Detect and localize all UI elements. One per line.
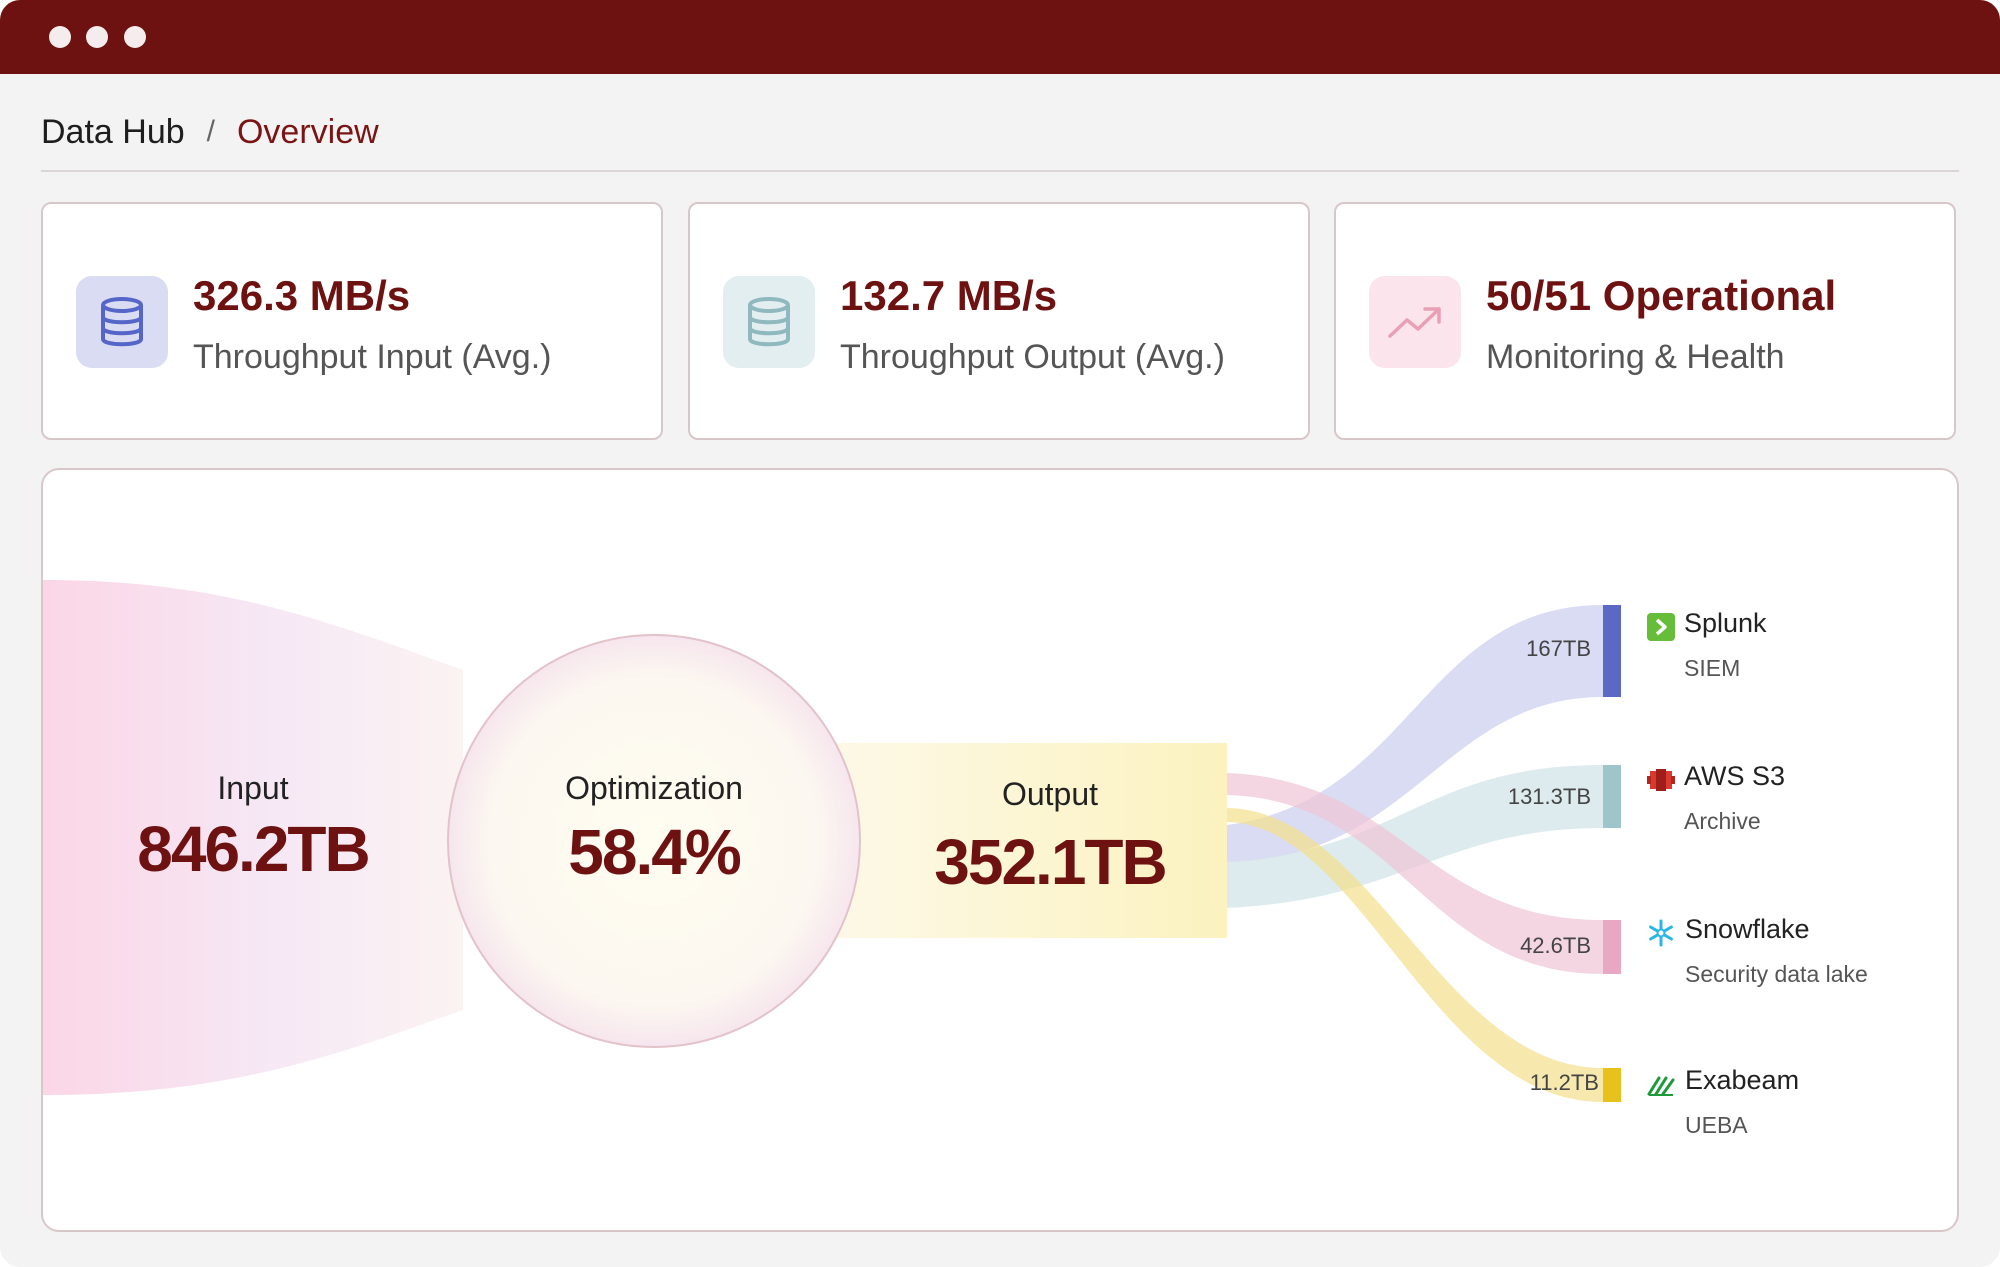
- window-close-button[interactable]: [49, 26, 71, 48]
- input-label: Input: [217, 770, 289, 806]
- output-label: Output: [1001, 776, 1099, 812]
- destination-amount-snowflake: 42.6TB: [1520, 933, 1591, 958]
- destination-bar-exabeam: [1603, 1068, 1621, 1102]
- destination-name-splunk[interactable]: Splunk: [1684, 608, 1767, 638]
- window-maximize-button[interactable]: [124, 26, 146, 48]
- flow-band-snowflake: [1227, 773, 1603, 974]
- destination-type-aws-s3: Archive: [1684, 808, 1761, 834]
- trending-up-icon: [1369, 276, 1461, 368]
- breadcrumb-current: Overview: [236, 112, 379, 151]
- metric-value: 50/51 Operational: [1486, 272, 1837, 319]
- optimization-label: Optimization: [565, 770, 743, 806]
- metric-card-throughput-input: 326.3 MB/s Throughput Input (Avg.): [41, 202, 663, 440]
- destination-name-exabeam[interactable]: Exabeam: [1685, 1065, 1800, 1095]
- metric-label: Monitoring & Health: [1486, 338, 1785, 376]
- destination-amount-splunk: 167TB: [1526, 636, 1591, 661]
- destination-bar-snowflake: [1603, 920, 1621, 974]
- destination-type-splunk: SIEM: [1684, 655, 1741, 681]
- database-icon: [76, 276, 168, 368]
- destination-amount-exabeam: 11.2TB: [1529, 1070, 1599, 1095]
- destination-name-snowflake[interactable]: Snowflake: [1685, 914, 1810, 944]
- window-minimize-button[interactable]: [86, 26, 108, 48]
- destination-type-exabeam: UEBA: [1685, 1112, 1748, 1138]
- metric-card-throughput-output: 132.7 MB/s Throughput Output (Avg.): [688, 202, 1310, 440]
- output-value: 352.1TB: [934, 826, 1167, 898]
- destination-bar-aws-s3: [1603, 765, 1621, 828]
- exabeam-icon: [1647, 1076, 1675, 1096]
- input-value: 846.2TB: [137, 813, 370, 885]
- breadcrumb-separator: /: [206, 115, 215, 148]
- title-bar: [0, 0, 2000, 74]
- breadcrumb: Data Hub / Overview: [41, 110, 379, 154]
- data-flow-panel: Input 846.2TB Optimization 58.4% Output …: [41, 468, 1959, 1232]
- header-divider: [41, 170, 1959, 172]
- output-flow-block: [823, 743, 1227, 938]
- breadcrumb-root-link[interactable]: Data Hub: [41, 112, 185, 151]
- metric-value: 326.3 MB/s: [193, 272, 411, 319]
- snowflake-icon: [1649, 919, 1673, 947]
- splunk-icon: [1647, 613, 1675, 641]
- flow-band-aws-s3: [1227, 765, 1603, 908]
- metric-card-monitoring-health: 50/51 Operational Monitoring & Health: [1334, 202, 1956, 440]
- flow-diagram: [43, 580, 1621, 1102]
- metric-value: 132.7 MB/s: [840, 272, 1058, 319]
- destination-amount-aws-s3: 131.3TB: [1507, 784, 1591, 809]
- destination-type-snowflake: Security data lake: [1685, 961, 1868, 987]
- flow-band-exabeam: [1227, 808, 1603, 1102]
- metric-label: Throughput Output (Avg.): [840, 338, 1225, 376]
- input-flow-band: [43, 580, 463, 1095]
- destination-bar-splunk: [1603, 605, 1621, 697]
- database-icon: [723, 276, 815, 368]
- metric-label: Throughput Input (Avg.): [193, 338, 552, 376]
- aws-s3-icon: [1647, 769, 1675, 791]
- optimization-value: 58.4%: [568, 816, 741, 888]
- optimization-circle: [447, 634, 861, 1048]
- destination-name-aws-s3[interactable]: AWS S3: [1684, 761, 1786, 791]
